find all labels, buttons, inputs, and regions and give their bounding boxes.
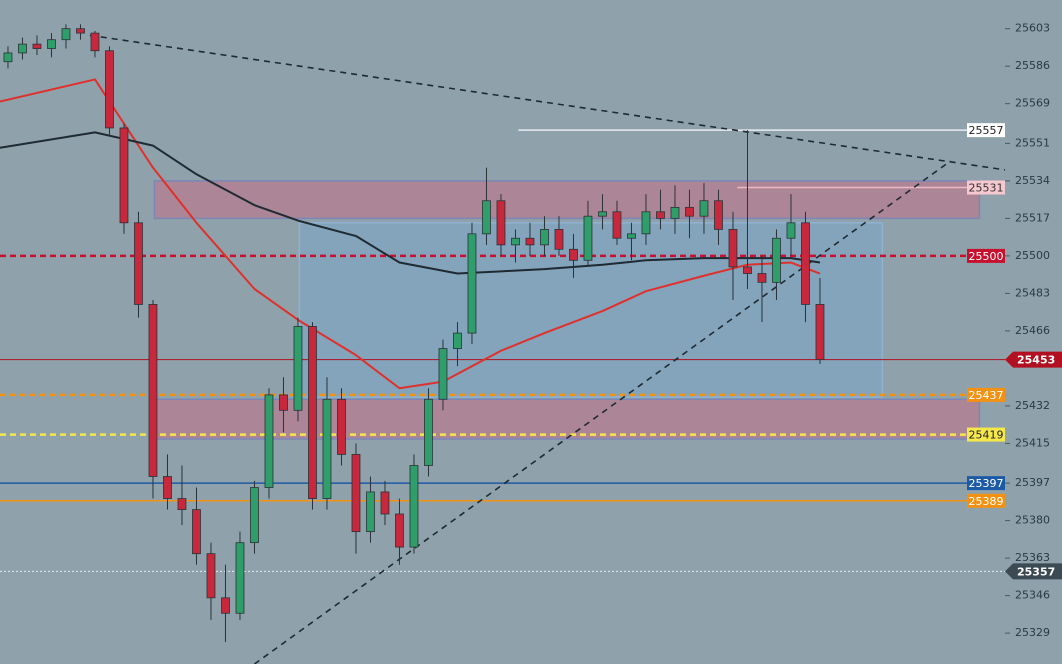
candle-body — [337, 398, 346, 455]
candle-body — [177, 498, 187, 510]
y-tick-label: 25500 — [1015, 249, 1050, 262]
candle-body — [815, 304, 825, 360]
candle-body — [119, 127, 129, 224]
candle-body — [685, 206, 694, 217]
price-tag — [1005, 563, 1062, 580]
y-tick-label: 25551 — [1015, 136, 1050, 149]
y-tick-label: 25466 — [1015, 324, 1050, 337]
candle-body — [540, 229, 549, 246]
candle-body — [264, 394, 274, 488]
candle-body — [569, 248, 578, 261]
candle-body — [757, 273, 767, 283]
candle-body — [163, 476, 172, 499]
y-tick-label: 25346 — [1015, 589, 1050, 602]
candle-body — [786, 222, 796, 239]
candle-body — [641, 211, 651, 235]
candle-body — [380, 491, 390, 515]
price-tag-label: 25453 — [1017, 354, 1055, 367]
candle-body — [714, 200, 723, 230]
candle-body — [47, 39, 56, 49]
level-label: 25437 — [969, 389, 1004, 402]
y-tick-label: 25603 — [1015, 22, 1050, 35]
level-label-bg — [967, 248, 1005, 263]
candle-body — [395, 513, 404, 548]
candle-body — [293, 326, 303, 411]
level-label-bg — [967, 493, 1005, 508]
y-tick-label: 25415 — [1015, 436, 1050, 449]
y-tick-label: 25432 — [1015, 399, 1050, 412]
candle-body — [192, 509, 201, 555]
candle-body — [105, 50, 114, 129]
candle-body — [206, 553, 216, 599]
y-tick-label: 25569 — [1015, 97, 1050, 110]
level-label: 25389 — [969, 495, 1004, 508]
price-tag — [1005, 351, 1062, 368]
level-label: 25531 — [969, 182, 1004, 195]
zone — [153, 398, 981, 440]
candle-body — [235, 542, 245, 614]
candle-body — [670, 206, 680, 219]
candle-body — [467, 233, 477, 334]
level-label: 25500 — [969, 250, 1004, 263]
candle-body — [18, 43, 27, 54]
candle-body — [627, 233, 636, 239]
candle-body — [743, 266, 752, 274]
candle-body — [250, 487, 259, 544]
candle-body — [438, 348, 448, 400]
candle-body — [728, 229, 738, 268]
candle-body — [482, 200, 491, 235]
y-tick-label: 25380 — [1015, 514, 1050, 527]
candle-body — [598, 211, 607, 217]
trendline — [89, 34, 1005, 171]
candle-body — [699, 200, 709, 217]
candle-body — [76, 28, 85, 34]
y-tick-label: 25483 — [1015, 286, 1050, 299]
candle-body — [221, 597, 230, 614]
y-tick-label: 25586 — [1015, 59, 1050, 72]
level-label-bg — [967, 123, 1005, 138]
y-tick-label: 25363 — [1015, 551, 1050, 564]
candle-body — [496, 200, 506, 246]
candle-body — [366, 491, 375, 533]
candle-body — [3, 52, 13, 63]
y-tick-label: 25329 — [1015, 626, 1050, 639]
candle-body — [612, 211, 622, 239]
candle-body — [32, 43, 42, 49]
level-label-bg — [967, 427, 1005, 442]
candle-body — [322, 398, 332, 499]
y-tick-label: 25517 — [1015, 211, 1050, 224]
candle-body — [772, 237, 781, 283]
candle-body — [134, 222, 143, 305]
candle-body — [90, 32, 100, 52]
candle-body — [61, 28, 71, 41]
candle-body — [554, 229, 564, 250]
candle-body — [308, 326, 317, 499]
candle-body — [801, 222, 810, 305]
y-tick-label: 25397 — [1015, 476, 1050, 489]
candle-body — [148, 304, 158, 477]
price-tag-label: 25357 — [1017, 565, 1055, 578]
level-label-bg — [967, 180, 1005, 195]
candle-body — [424, 398, 433, 466]
level-label: 25397 — [969, 477, 1004, 490]
candle-body — [525, 237, 535, 246]
candle-body — [511, 237, 520, 246]
candle-body — [279, 394, 288, 411]
candle-body — [351, 454, 361, 533]
candle-body — [409, 465, 419, 548]
level-label-bg — [967, 387, 1005, 402]
level-label: 25557 — [969, 124, 1004, 137]
level-label-bg — [967, 476, 1005, 491]
candle-body — [583, 215, 593, 261]
plot — [0, 24, 1005, 664]
y-tick-label: 25534 — [1015, 174, 1050, 187]
candle-body — [453, 332, 462, 349]
candle-body — [656, 211, 665, 219]
level-label: 25419 — [969, 429, 1004, 442]
moving-average — [0, 131, 821, 275]
trendline — [254, 160, 951, 664]
